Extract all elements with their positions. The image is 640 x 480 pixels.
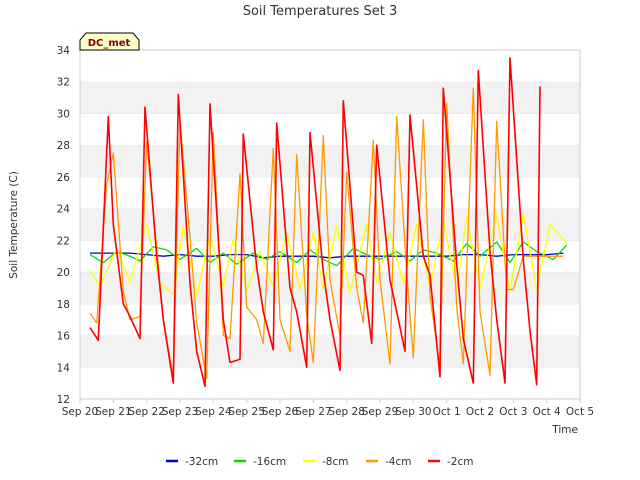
legend-item: -4cm — [366, 456, 411, 468]
series-line-8cm — [89, 212, 568, 297]
x-tick-label: Sep 22 — [128, 406, 165, 418]
grid-band — [80, 335, 580, 368]
grid-band — [80, 367, 580, 399]
plot-frame — [79, 49, 581, 400]
legend-label: -32cm — [185, 456, 218, 468]
y-tick-label: 32 — [57, 77, 70, 89]
station-badge-shape — [79, 32, 140, 51]
grid-band — [80, 50, 580, 82]
x-tick-label: Oct 4 — [533, 406, 561, 418]
x-tick-label: Oct 2 — [466, 406, 494, 418]
x-tick-label: Oct 3 — [499, 406, 527, 418]
grid-band — [80, 208, 580, 241]
legend-label: -8cm — [322, 456, 348, 468]
y-tick-label: 26 — [57, 172, 71, 184]
x-tick-label: Sep 30 — [395, 406, 432, 418]
y-axis-ticks: 12 14 16 18 20 22 24 26 28 30 32 34 — [57, 45, 71, 406]
station-badge: DC_met — [79, 32, 140, 51]
legend-item: -8cm — [303, 456, 348, 468]
series-line-2cm — [89, 57, 541, 388]
x-tick-label: Sep 23 — [162, 406, 199, 418]
legend: -32cm -16cm -8cm -4cm -2cm — [166, 456, 473, 468]
y-tick-label: 24 — [57, 204, 71, 216]
x-tick-label: Sep 20 — [62, 406, 99, 418]
x-tick-label: Sep 24 — [195, 406, 232, 418]
legend-label: -2cm — [447, 456, 473, 468]
legend-item: -16cm — [234, 456, 286, 468]
series-line-16cm — [89, 241, 568, 267]
y-tick-label: 14 — [57, 362, 71, 374]
legend-item: -32cm — [166, 456, 218, 468]
x-tick-label: Sep 21 — [95, 406, 132, 418]
y-tick-label: 12 — [57, 394, 70, 406]
x-tick-label: Sep 25 — [228, 406, 265, 418]
chart-title: Soil Temperatures Set 3 — [243, 4, 398, 19]
y-tick-label: 28 — [57, 140, 70, 152]
legend-label: -4cm — [385, 456, 411, 468]
x-tick-label: Oct 5 — [566, 406, 594, 418]
y-tick-label: 30 — [57, 108, 70, 120]
y-tick-label: 34 — [57, 45, 71, 57]
grid-band — [80, 176, 580, 209]
x-tick-label: Sep 27 — [295, 406, 332, 418]
legend-label: -16cm — [253, 456, 286, 468]
y-tick-label: 18 — [57, 299, 70, 311]
x-tick-label: Sep 29 — [362, 406, 399, 418]
y-tick-label: 16 — [57, 331, 71, 343]
grid-band — [80, 145, 580, 177]
legend-item: -2cm — [428, 456, 473, 468]
grid-band — [80, 81, 580, 114]
series-layer — [89, 57, 568, 388]
x-tick-label: Sep 26 — [262, 406, 299, 418]
x-axis-label: Time — [551, 424, 578, 436]
station-label: DC_met — [88, 38, 131, 49]
x-tick-label: Oct 1 — [433, 406, 461, 418]
y-axis-label: Soil Temperature (C) — [8, 171, 20, 279]
y-tick-label: 22 — [57, 235, 70, 247]
grid-band — [80, 113, 580, 146]
y-tick-label: 20 — [57, 267, 70, 279]
x-tick-label: Sep 28 — [328, 406, 365, 418]
